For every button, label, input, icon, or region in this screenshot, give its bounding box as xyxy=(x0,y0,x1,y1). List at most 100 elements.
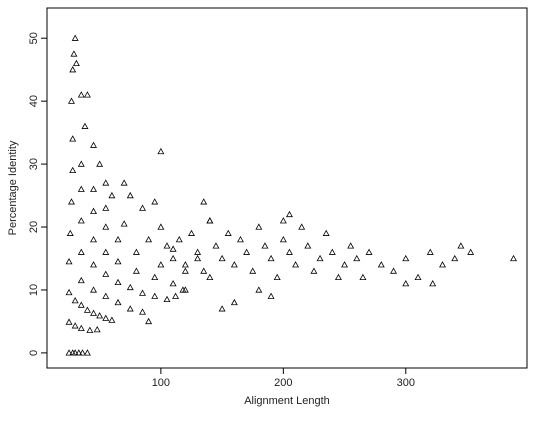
point xyxy=(267,254,275,262)
point xyxy=(90,185,98,192)
point xyxy=(77,248,85,255)
point xyxy=(77,301,85,308)
y-tick-label: 10 xyxy=(28,284,40,296)
point xyxy=(194,248,202,255)
point xyxy=(353,254,361,262)
point xyxy=(96,312,104,319)
point xyxy=(102,248,110,255)
point xyxy=(69,135,77,142)
point xyxy=(359,273,367,281)
point xyxy=(151,198,159,205)
point xyxy=(90,235,98,243)
point xyxy=(298,223,306,230)
point xyxy=(439,261,446,268)
point xyxy=(304,242,312,249)
point xyxy=(157,261,165,268)
point xyxy=(90,286,98,293)
y-tick-label: 30 xyxy=(28,158,40,170)
plot-frame xyxy=(46,7,528,369)
point xyxy=(71,297,79,304)
point xyxy=(163,242,171,249)
point xyxy=(126,305,134,312)
point xyxy=(414,273,422,281)
point xyxy=(79,349,86,356)
point xyxy=(157,147,165,155)
point xyxy=(114,235,122,243)
y-axis-label: Percentage Identity xyxy=(7,140,19,235)
x-tick-label: 300 xyxy=(397,377,415,389)
point xyxy=(279,217,287,224)
point xyxy=(200,198,208,205)
point xyxy=(90,261,98,268)
point xyxy=(179,286,187,293)
point xyxy=(145,317,153,325)
point xyxy=(68,97,75,104)
point xyxy=(114,298,122,306)
point xyxy=(181,261,189,268)
point xyxy=(145,235,153,243)
point xyxy=(83,306,91,313)
point xyxy=(77,91,85,98)
point xyxy=(172,292,180,299)
point xyxy=(102,179,110,186)
y-tick-label: 50 xyxy=(28,32,40,44)
point xyxy=(93,325,101,333)
point xyxy=(132,248,140,255)
point xyxy=(65,258,73,265)
y-tick-label: 20 xyxy=(28,221,40,233)
point xyxy=(86,326,94,333)
point xyxy=(108,316,116,323)
point xyxy=(102,314,110,321)
point xyxy=(200,267,208,274)
point xyxy=(71,34,79,41)
point xyxy=(334,273,342,281)
point xyxy=(169,280,177,287)
point xyxy=(72,59,80,67)
point xyxy=(77,217,85,224)
point xyxy=(467,248,475,255)
point xyxy=(212,242,220,249)
point xyxy=(206,273,214,281)
point xyxy=(83,349,91,356)
point xyxy=(285,210,293,218)
point xyxy=(65,288,73,296)
point xyxy=(90,309,98,316)
point xyxy=(120,179,128,186)
x-axis-label: Alignment Length xyxy=(244,395,330,407)
point xyxy=(114,278,122,286)
point xyxy=(230,261,238,268)
point xyxy=(139,308,146,315)
point xyxy=(328,248,336,255)
point xyxy=(81,122,89,129)
point xyxy=(120,220,128,227)
point xyxy=(267,292,275,299)
point xyxy=(429,280,437,287)
point xyxy=(71,349,79,356)
point xyxy=(181,267,189,274)
point xyxy=(255,286,263,293)
point xyxy=(377,261,385,268)
point xyxy=(102,292,110,299)
point xyxy=(132,267,140,274)
point xyxy=(90,207,98,214)
point xyxy=(83,91,91,98)
point xyxy=(102,270,110,277)
point xyxy=(139,204,146,211)
y-tick-label: 40 xyxy=(28,95,40,107)
point xyxy=(218,305,226,312)
point xyxy=(390,267,398,274)
point xyxy=(365,248,373,255)
point xyxy=(402,280,410,287)
x-tick-label: 200 xyxy=(274,377,292,389)
point xyxy=(139,289,146,296)
point xyxy=(66,229,74,236)
point xyxy=(451,254,459,262)
point xyxy=(316,254,324,262)
point xyxy=(230,298,238,306)
point xyxy=(224,229,232,236)
point xyxy=(71,322,79,329)
point xyxy=(292,261,300,268)
point xyxy=(243,248,251,255)
point xyxy=(255,223,263,230)
